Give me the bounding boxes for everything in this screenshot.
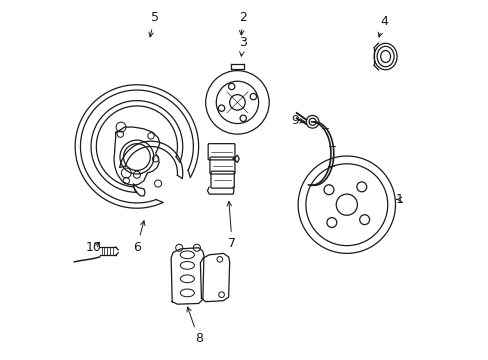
Text: 8: 8: [186, 307, 202, 345]
Text: 5: 5: [149, 11, 158, 37]
Text: 1: 1: [395, 193, 403, 206]
Text: 10: 10: [85, 240, 101, 253]
Text: 4: 4: [377, 15, 387, 37]
Text: 6: 6: [133, 221, 144, 253]
Text: 7: 7: [226, 202, 236, 250]
Text: 2: 2: [238, 11, 246, 35]
Text: 3: 3: [238, 36, 246, 56]
Text: 9: 9: [291, 113, 305, 126]
